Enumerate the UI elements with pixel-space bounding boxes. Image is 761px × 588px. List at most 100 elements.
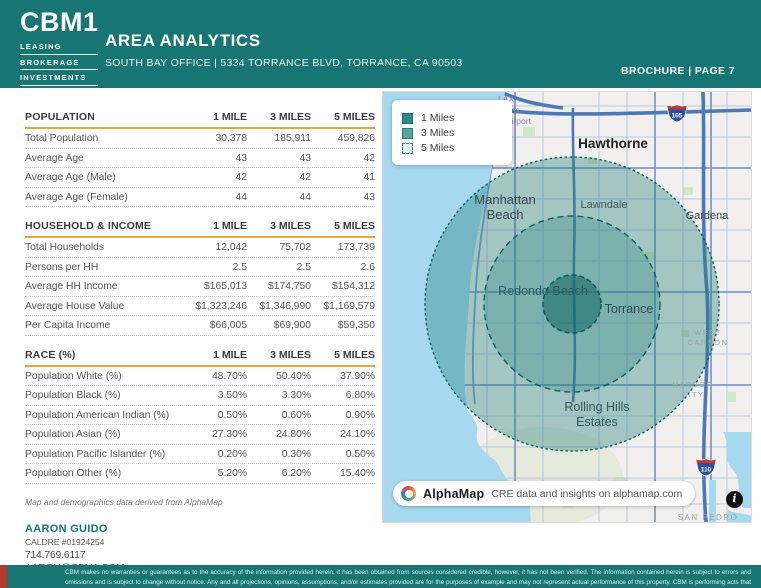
cell-value: $165,013 [204,281,247,292]
cell-value: 0.90% [345,409,375,421]
row-label: Average Age (Female) [25,191,128,203]
row-label: Population Asian (%) [25,429,121,440]
cell-value: 42 [299,172,311,183]
row-label: Average Age (Male) [25,172,116,183]
radius-1mile-circle [542,274,602,334]
alphamap-attribution[interactable]: AlphaMap CRE data and insights on alpham… [393,481,696,506]
table-row: Population White (%) 48.70% 50.40% 37.90… [25,367,375,386]
map-panel: 105 110 LAX - Angeles ional Airport Hawt… [382,91,752,523]
cell-value: $174,750 [268,281,311,292]
legend-swatch-1mile-icon [402,112,413,124]
table-title: RACE (%) [25,348,76,361]
cell-value: 30,378 [215,133,248,144]
data-source-footnote: Map and demographics data derived from A… [25,496,223,507]
cell-value: 0.60% [281,409,311,421]
row-label: Population Black (%) [25,390,121,401]
cell-value: 24.80% [276,429,311,440]
disclaimer-text: CBM makes no warranties or guarantees as… [65,569,751,587]
label-lawndale: Lawndale [580,199,627,211]
cell-value: 43 [363,191,375,203]
cell-value: 0.20% [217,448,247,460]
row-label: Average HH Income [25,281,118,292]
harbor-water [709,432,751,522]
row-label: Total Households [25,242,104,253]
title-block: AREA ANALYTICS SOUTH BAY OFFICE | 5334 T… [105,31,463,69]
red-accent-block [0,565,7,588]
cell-value: 2.5 [296,261,311,273]
cell-value: $1,169,579 [323,300,375,312]
column-header-3miles: 3 MILES [270,348,311,361]
table-row: Population Asian (%) 27.30% 24.80% 24.10… [25,425,375,445]
label-redondo-beach: Redondo Beach [498,284,588,298]
table-race: RACE (%) 1 MILE 3 MILES 5 MILES Populati… [25,349,375,484]
column-header-3miles: 3 MILES [270,220,311,232]
label-west-carson-line1: WEST [694,328,722,337]
legend-item-3miles: 3 Miles [402,127,504,139]
info-button[interactable]: i [726,491,743,508]
table-row: Average House Value $1,323,246 $1,346,99… [25,297,375,316]
cell-value: 50.40% [276,370,311,382]
cell-value: 12,042 [215,242,248,253]
column-header-5miles: 5 MILES [334,220,375,232]
cell-value: 2.6 [360,261,375,273]
table-row: Total Population 30,378 185,911 459,826 [25,129,375,149]
table-title: POPULATION [25,111,96,123]
shield-number: 105 [672,113,683,120]
table-row: Population Black (%) 3.50% 3.30% 6.80% [25,386,375,406]
cell-value: 37.90% [340,370,375,382]
table-row: Average Age 43 43 42 [25,149,375,168]
alphamap-tagline: CRE data and insights on alphamap.com [491,487,683,500]
label-torrance: Torrance [605,302,654,316]
row-label: Total Population [25,133,99,144]
label-harbor-city-line1: HARBOR [672,380,713,389]
legend-label: 5 Miles [421,142,455,154]
table-row: Total Households 12,042 75,702 173,739 [25,238,375,258]
row-label: Persons per HH [25,261,99,273]
legend-swatch-5miles-icon [402,142,413,154]
column-header-5miles: 5 MILES [334,348,375,361]
cell-value: 5.20% [217,468,247,479]
cell-value: 6.20% [281,468,311,479]
table-row: Per Capita Income $66,005 $69,900 $59,35… [25,316,375,336]
logo-division-brokerage: BROKERAGE [20,55,98,70]
label-manhattan-beach-line2: Beach [487,207,524,222]
alphamap-brand: AlphaMap [423,486,485,501]
cell-value: 44 [299,191,311,203]
label-rolling-hills-line2: Estates [576,415,618,429]
row-label: Per Capita Income [25,320,111,331]
demographics-tables: POPULATION 1 MILE 3 MILES 5 MILES Total … [25,111,375,507]
label-lax-line1: LAX - [498,94,519,104]
column-header-5miles: 5 MILES [334,111,375,123]
label-manhattan-beach-line1: Manhattan [474,192,535,207]
cell-value: $59,350 [337,320,375,331]
cell-value: 0.50% [345,448,375,460]
column-header-1mile: 1 MILE [213,111,247,123]
cell-value: 42 [363,152,375,164]
shield-number: 110 [701,467,712,474]
row-label: Population Pacific Islander (%) [25,448,166,460]
cell-value: $1,323,246 [195,300,247,312]
brochure-page-label: BROCHURE | PAGE 7 [621,65,735,77]
table-row: Population Pacific Islander (%) 0.20% 0.… [25,445,375,464]
cell-value: 3.30% [281,390,311,401]
agent-name: AARON GUIDO [25,523,108,535]
map-canvas: 105 110 LAX - Angeles ional Airport Hawt… [383,92,751,522]
row-label: Population White (%) [25,370,122,382]
logo-text: CBM1 [20,7,99,37]
table-header-row: POPULATION 1 MILE 3 MILES 5 MILES [25,111,375,129]
cell-value: 6.80% [345,390,375,401]
table-population: POPULATION 1 MILE 3 MILES 5 MILES Total … [25,111,375,207]
table-row: Persons per HH 2.5 2.5 2.6 [25,258,375,277]
cell-value: 2.5 [232,261,247,273]
label-rolling-hills-line1: Rolling Hills [564,400,629,414]
cell-value: 24.10% [340,429,375,440]
agent-license: CALDRE #01924254 [25,537,105,547]
legend-item-5miles: 5 Miles [402,142,504,154]
page-subtitle: SOUTH BAY OFFICE | 5334 TORRANCE BLVD, T… [105,57,463,69]
logo-division-investments: INVESTMENTS [20,70,98,86]
table-header-row: RACE (%) 1 MILE 3 MILES 5 MILES [25,349,375,367]
column-header-1mile: 1 MILE [213,348,247,361]
cell-value: 459,826 [337,133,375,144]
label-west-carson-line2: CARSON [687,338,728,347]
